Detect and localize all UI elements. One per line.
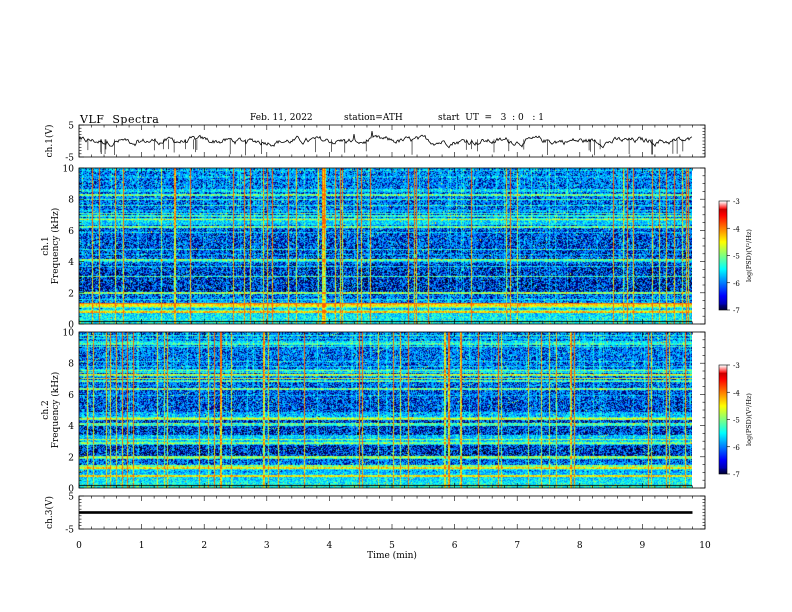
ch1-spectrogram-image <box>79 168 692 324</box>
date-label: Feb. 11, 2022 <box>250 113 313 123</box>
x-tick-label: 9 <box>640 541 646 551</box>
ch3-waveform-ytick-label: -5 <box>65 526 74 536</box>
ch1-spectrogram-ylabel: ch.1 <box>41 236 51 255</box>
ch1-spectrogram-ytick-label: 6 <box>68 227 74 237</box>
ch1-waveform-trace <box>78 131 693 149</box>
x-tick-label: 7 <box>514 541 520 551</box>
x-tick-label: 3 <box>264 541 270 551</box>
ch1-spectrogram-ytick-label: 0 <box>68 321 74 331</box>
ch1-spectrogram-colorbar-label: log(PSD)(V²/Hz) <box>745 229 753 282</box>
ch2-spectrogram-ytick-label: 2 <box>68 453 74 463</box>
chart-title: VLF Spectra <box>80 113 160 126</box>
ch1-spectrogram-ytick-label: 4 <box>68 258 74 268</box>
ch1-spectrogram-ylabel: Frequency (kHz) <box>50 208 61 285</box>
ch2-spectrogram-ytick-label: 0 <box>68 485 74 495</box>
ch2-spectrogram-image <box>79 332 692 488</box>
ch2-spectrogram-ytick-label: 8 <box>68 360 74 370</box>
ch1-waveform-ytick-label: -5 <box>65 154 74 164</box>
ch2-spectrogram-ytick-label: 6 <box>68 391 74 401</box>
x-tick-label: 5 <box>389 541 395 551</box>
ch1-waveform-ylabel: ch.1(V) <box>44 125 55 158</box>
ch3-waveform-trace <box>79 511 693 514</box>
x-tick-label: 8 <box>577 541 583 551</box>
ch2-spectrogram-colorbar-tick-label: -5 <box>733 417 740 425</box>
x-tick-label: 0 <box>76 541 82 551</box>
ch1-waveform-ytick-label: 5 <box>68 122 74 132</box>
ch1-spectrogram-colorbar-tick-label: -6 <box>733 280 740 288</box>
ch1-spectrogram-ytick-label: 8 <box>68 196 74 206</box>
start-time-label: start UT = 3 : 0 : 1 <box>438 113 544 123</box>
x-tick-label: 1 <box>139 541 145 551</box>
ch1-spectrogram-colorbar-tick-label: -7 <box>733 307 740 315</box>
ch2-spectrogram-ylabel: ch.2 <box>41 400 51 419</box>
ch2-spectrogram-ytick-label: 4 <box>68 422 74 432</box>
ch2-spectrogram-colorbar-label: log(PSD)(V²/Hz) <box>745 393 753 446</box>
x-tick-label: 10 <box>699 541 711 551</box>
ch2-spectrogram-colorbar-tick-label: -3 <box>733 362 740 370</box>
ch2-spectrogram-colorbar-gradient <box>719 365 727 474</box>
ch2-spectrogram-colorbar-tick-label: -7 <box>733 471 740 479</box>
ch3-waveform-ylabel: ch.3(V) <box>44 496 55 529</box>
ch1-spectrogram-colorbar-tick-label: -4 <box>733 225 740 233</box>
ch1-spectrogram-colorbar-gradient <box>719 201 727 310</box>
x-tick-label: 6 <box>452 541 458 551</box>
x-axis-label: Time (min) <box>367 550 417 561</box>
x-tick-label: 2 <box>201 541 207 551</box>
station-label: station=ATH <box>344 113 403 123</box>
ch2-spectrogram-ytick-label: 10 <box>63 329 75 339</box>
ch2-spectrogram-colorbar-tick-label: -4 <box>733 389 740 397</box>
ch1-spectrogram-ytick-label: 2 <box>68 289 74 299</box>
x-tick-label: 4 <box>327 541 333 551</box>
ch1-spectrogram-colorbar-tick-label: -5 <box>733 253 740 261</box>
ch2-spectrogram-ylabel: Frequency (kHz) <box>50 372 61 449</box>
ch1-spectrogram-colorbar-tick-label: -3 <box>733 198 740 206</box>
ch2-spectrogram-colorbar-tick-label: -6 <box>733 444 740 452</box>
ch1-spectrogram-ytick-label: 10 <box>63 165 75 175</box>
ch3-waveform-ytick-label: 5 <box>68 493 74 503</box>
